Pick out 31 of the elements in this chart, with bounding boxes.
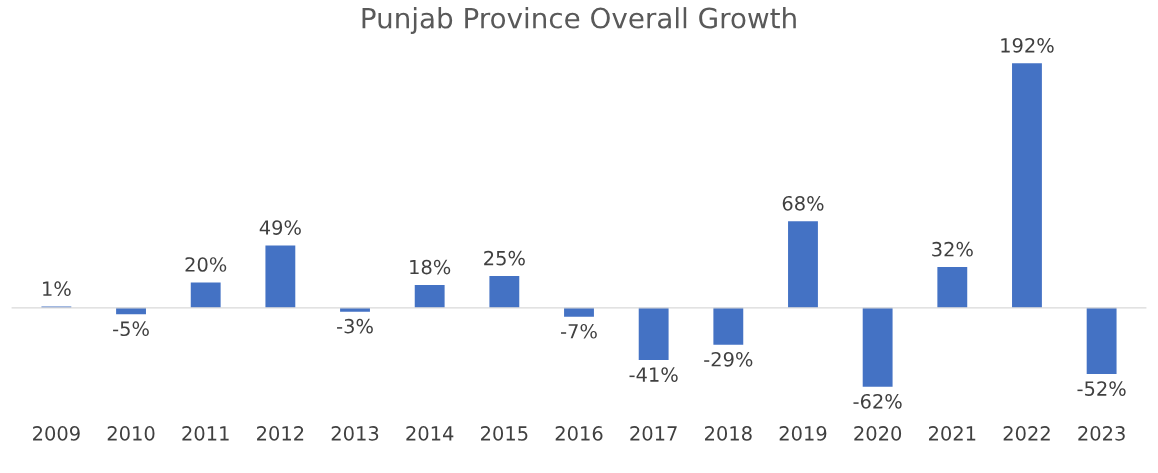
x-tick-label: 2012 — [257, 426, 304, 441]
x-tick-label: 2023 — [1078, 426, 1125, 441]
data-label: 68% — [782, 195, 824, 211]
data-label: 49% — [259, 220, 301, 235]
x-tick-label: 2013 — [331, 426, 379, 441]
data-label: 32% — [932, 241, 973, 257]
x-tick-label: 2022 — [1003, 426, 1050, 441]
x-tick-label: 2015 — [481, 426, 528, 441]
data-label: -41% — [629, 367, 678, 382]
x-tick-label: 2010 — [107, 426, 155, 441]
x-tick-label: 2021 — [928, 426, 976, 441]
data-label: 1% — [43, 281, 71, 297]
x-tick-label: 2018 — [705, 426, 752, 441]
data-label: -5% — [113, 321, 149, 337]
chart-title: Punjab Province Overall Growth — [362, 7, 796, 34]
data-label: 192% — [1001, 37, 1054, 53]
data-label: -3% — [337, 318, 373, 334]
data-label: 18% — [410, 259, 451, 275]
data-label: 20% — [185, 257, 227, 272]
data-label: 25% — [484, 250, 525, 266]
data-label: -52% — [1077, 381, 1126, 396]
x-tick-label: 2020 — [854, 426, 902, 441]
data-label: -29% — [704, 351, 753, 367]
x-tick-label: 2019 — [779, 426, 827, 441]
data-label: -7% — [561, 323, 597, 339]
x-tick-label: 2009 — [33, 426, 80, 441]
x-tick-label: 2017 — [630, 426, 677, 441]
x-tick-label: 2016 — [555, 426, 603, 441]
x-tick-label: 2014 — [406, 426, 454, 441]
x-tick-label: 2011 — [182, 426, 229, 441]
data-label: -62% — [853, 393, 902, 409]
